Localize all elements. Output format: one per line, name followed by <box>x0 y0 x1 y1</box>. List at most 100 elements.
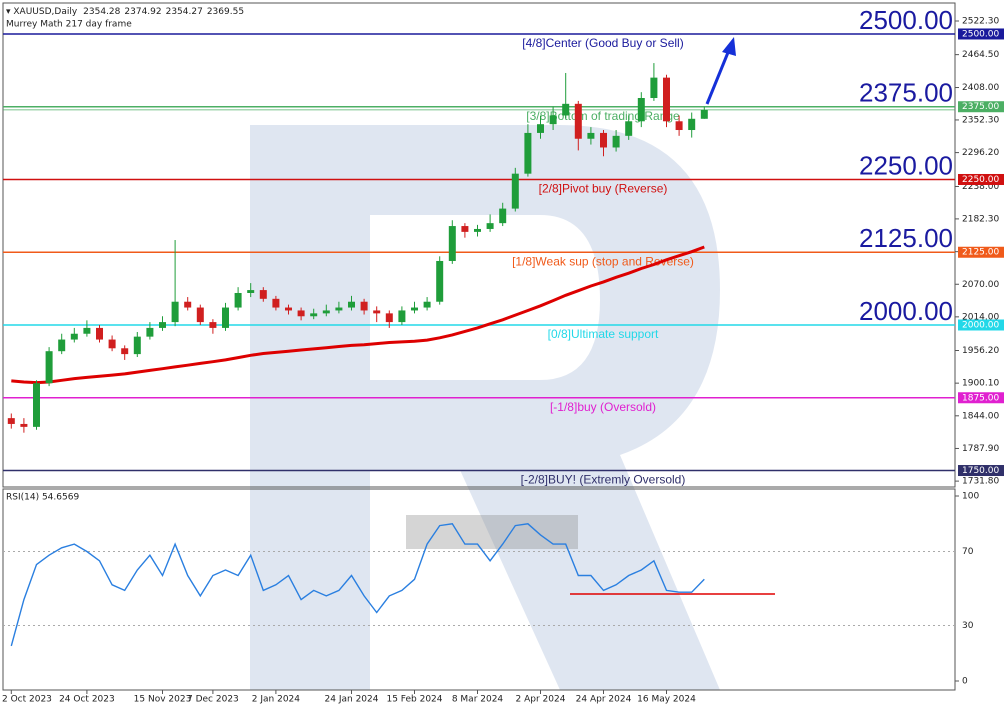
level-large-label: 2375.00 <box>859 78 953 108</box>
candle-body <box>83 327 91 334</box>
trend-arrow <box>705 49 731 105</box>
candle-body <box>675 121 683 131</box>
y-tick-label: 2522.30 <box>962 16 999 26</box>
y-tick-label: 2408.00 <box>962 83 999 93</box>
candle-body <box>385 313 393 323</box>
x-tick-label: 2 Jan 2024 <box>252 695 300 705</box>
level-text: [1/8]Weak sup (stop and Reverse) <box>512 254 694 268</box>
candle-body <box>171 301 179 323</box>
y-tick-label: 2464.50 <box>962 50 999 60</box>
candle-body <box>96 327 103 340</box>
candle-body <box>45 351 53 384</box>
candle-body <box>423 301 431 308</box>
chart-subtitle: Murrey Math 217 day frame <box>6 20 132 30</box>
x-tick-label: 16 May 2024 <box>637 695 696 705</box>
level-large-label: 2000.00 <box>859 296 953 326</box>
candle-body <box>259 290 267 299</box>
level-text: [-2/8]BUY! (Extremly Oversold) <box>521 473 686 487</box>
x-tick-label: 7 Dec 2023 <box>187 695 239 705</box>
candle-body <box>486 223 494 229</box>
candle-body <box>474 228 481 232</box>
y-tick-label: 1787.90 <box>962 444 999 454</box>
candle-body <box>20 423 28 427</box>
moving-average <box>11 245 705 385</box>
candle-body <box>247 290 255 293</box>
rsi-tick-label: 30 <box>962 621 974 631</box>
level-large-label: 2500.00 <box>859 5 953 35</box>
rsi-tick-label: 100 <box>962 492 979 502</box>
chart-title: ▾ XAUUSD,Daily 2354.28 2374.92 2354.27 2369.… <box>6 7 244 17</box>
rsi-panel <box>2 488 956 691</box>
candle-body <box>133 336 141 355</box>
candle-body <box>184 301 192 308</box>
candle-body <box>663 77 670 122</box>
x-tick-label: 2 Apr 2024 <box>516 695 566 705</box>
rsi-tick-label: 70 <box>962 547 974 557</box>
candle-body <box>625 121 633 136</box>
candle-body <box>121 348 129 355</box>
candle-body <box>637 98 645 122</box>
candle-body <box>650 77 658 99</box>
trend-arrow-head <box>722 37 736 56</box>
candle-body <box>297 310 305 317</box>
x-tick-label: 15 Nov 2023 <box>134 695 192 705</box>
candle-body <box>285 307 292 311</box>
y-tick-label: 1900.10 <box>962 379 999 389</box>
candle-body <box>411 307 418 311</box>
candle-body <box>574 103 582 139</box>
x-tick-label: 24 Oct 2023 <box>59 695 115 705</box>
candle-body <box>448 226 456 261</box>
level-text: [2/8]Pivot buy (Reverse) <box>539 182 668 196</box>
main-panel <box>2 2 956 488</box>
candle-body <box>562 103 570 116</box>
x-tick-label: 15 Feb 2024 <box>386 695 442 705</box>
level-badge-label: 2250.00 <box>962 175 999 185</box>
candle-body <box>335 307 343 311</box>
candle-body <box>511 173 519 209</box>
level-large-label: 2125.00 <box>859 223 953 253</box>
candle-body <box>587 132 595 139</box>
y-tick-label: 1844.00 <box>962 411 999 421</box>
candle-body <box>461 226 469 232</box>
x-tick-label: 24 Jan 2024 <box>325 695 379 705</box>
candle-body <box>146 327 154 337</box>
candle-body <box>272 298 280 308</box>
candle-body <box>33 383 40 427</box>
candle-body <box>360 301 368 311</box>
level-badge-label: 2000.00 <box>962 321 999 331</box>
level-badge-label: 1750.00 <box>962 466 999 476</box>
level-badge <box>958 392 1004 404</box>
candle-body <box>209 322 217 328</box>
candle-body <box>600 132 607 148</box>
candle-body <box>234 292 242 308</box>
candle-body <box>348 301 355 308</box>
candle-body <box>7 418 15 424</box>
rsi-line <box>10 523 705 647</box>
y-tick-label: 2296.20 <box>962 148 999 158</box>
y-tick-label: 2238.00 <box>962 182 999 192</box>
level-badge <box>958 173 1004 185</box>
candle-body <box>310 313 318 317</box>
candle-body <box>196 307 204 323</box>
y-tick-label: 2070.00 <box>962 280 999 290</box>
candle-body <box>322 310 330 314</box>
candle-body <box>159 322 166 328</box>
rsi-tick-label: 0 <box>962 677 968 687</box>
x-tick-label: 2 Oct 2023 <box>2 695 52 705</box>
level-text: [3/8]Bottom of trading Range <box>526 109 680 123</box>
y-tick-label: 2014.00 <box>962 312 999 322</box>
x-tick-label: 8 Mar 2024 <box>452 695 504 705</box>
candle-body <box>436 260 444 302</box>
level-badge <box>958 465 1004 477</box>
level-badge-label: 1875.00 <box>962 393 999 403</box>
candle-body <box>499 208 507 224</box>
candle-body <box>222 307 229 328</box>
level-badge-label: 2125.00 <box>962 248 999 258</box>
candle-body <box>549 115 557 125</box>
candle-body <box>373 310 381 314</box>
level-badge <box>958 28 1004 40</box>
level-badge <box>958 319 1004 331</box>
level-badge <box>958 101 1004 113</box>
